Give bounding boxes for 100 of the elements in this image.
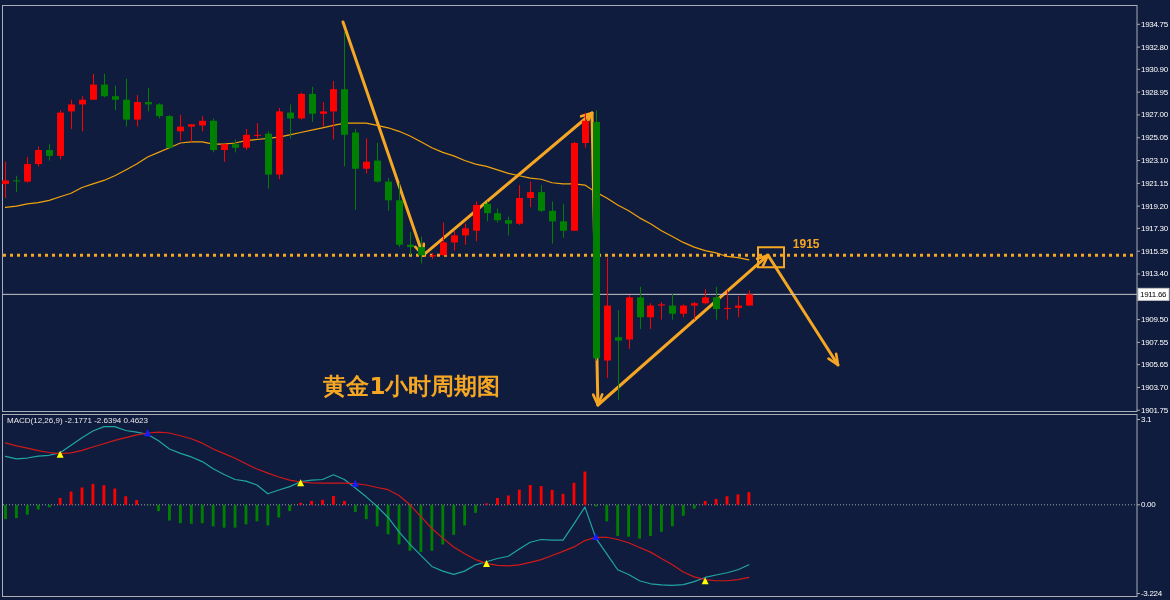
bar [627, 504, 631, 537]
bar [353, 504, 357, 512]
bar [168, 504, 171, 521]
bar [714, 499, 718, 505]
bar [113, 488, 117, 505]
candlestick [440, 222, 447, 256]
bar [605, 504, 609, 522]
candlestick [385, 177, 392, 212]
y-tick-label: 1905.65 [1141, 360, 1169, 370]
candlestick [101, 73, 108, 98]
bar [211, 504, 215, 527]
candlestick [505, 216, 512, 236]
bar [25, 504, 29, 515]
y-tick-label: -3.224 [1141, 589, 1163, 599]
y-tick-label: 1930.90 [1141, 64, 1169, 74]
bar [124, 496, 128, 505]
candlestick [560, 203, 567, 239]
candlestick [527, 181, 534, 208]
chart-title: MACD(12,26,9) -2.1771 -2.6394 0.4623 [7, 416, 149, 425]
candlestick [724, 289, 731, 321]
bar [703, 500, 707, 505]
point [592, 532, 600, 540]
bar [222, 504, 226, 528]
bar [375, 504, 379, 527]
point [483, 559, 490, 567]
bar [364, 504, 368, 520]
bar [670, 504, 674, 527]
candlestick [363, 137, 370, 174]
bar [36, 504, 40, 510]
candlestick [484, 200, 491, 222]
y-tick-label: 1928.95 [1141, 87, 1169, 97]
candlestick [123, 78, 130, 128]
y-tick-label: 3.1 [1141, 415, 1153, 424]
candlestick [13, 175, 20, 193]
point [144, 429, 152, 437]
y-tick-label: 1915.35 [1141, 246, 1169, 256]
candlestick [90, 73, 97, 101]
bar [332, 496, 335, 505]
point [351, 479, 359, 487]
candlestick [254, 122, 261, 139]
point [56, 450, 64, 458]
bar [474, 504, 477, 513]
bar [517, 489, 521, 505]
candlestick [418, 236, 425, 264]
candlestick [615, 309, 622, 401]
bar [135, 500, 139, 505]
bar [463, 504, 467, 526]
bar [200, 504, 204, 524]
bar [14, 504, 18, 519]
bar [506, 495, 510, 505]
candlestick [320, 101, 327, 128]
bar [266, 504, 270, 526]
y-tick-label: 1909.50 [1141, 315, 1169, 325]
bar [616, 504, 620, 536]
bar [638, 504, 641, 539]
bar [178, 504, 182, 524]
ref-line-label: 1911.66 [1140, 289, 1168, 299]
text: 黄金1小时周期图 [322, 373, 501, 399]
candlestick [35, 146, 42, 167]
bar [419, 504, 423, 553]
bar [255, 504, 259, 522]
candlestick [669, 293, 676, 321]
candlestick [68, 99, 75, 130]
bar [342, 500, 346, 505]
candlestick [647, 302, 654, 330]
bar [310, 500, 313, 505]
candlestick [637, 286, 644, 330]
bar [660, 504, 663, 532]
y-tick-label: 1901.75 [1141, 405, 1169, 415]
bar [58, 497, 62, 505]
bar [430, 504, 434, 551]
candlestick [2, 161, 9, 199]
candlestick [134, 94, 141, 128]
bar [539, 486, 543, 505]
y-tick-label: 1921.15 [1141, 178, 1169, 188]
candlestick [549, 200, 556, 245]
candlestick [582, 112, 589, 149]
bar [747, 492, 751, 505]
y-tick-label: 1907.55 [1141, 337, 1169, 347]
bar [452, 504, 456, 535]
bar [649, 504, 652, 536]
candlestick [243, 128, 250, 151]
y-tick-label: 1925.05 [1141, 133, 1169, 143]
bar [550, 489, 554, 505]
bar [288, 504, 292, 512]
bar [189, 504, 193, 524]
bar [692, 504, 696, 509]
bar [441, 504, 445, 545]
y-tick-label: 1923.10 [1141, 156, 1169, 166]
candlestick [330, 80, 337, 140]
y-tick-label: 1927.00 [1141, 110, 1169, 120]
bar [583, 471, 587, 505]
annotation: 1915 [792, 237, 820, 252]
bar [681, 504, 685, 516]
bar [277, 504, 281, 518]
y-tick-label: 1917.30 [1141, 223, 1169, 233]
bar [102, 485, 106, 505]
candlestick [462, 223, 469, 246]
bar [157, 504, 160, 512]
candlestick [112, 85, 119, 111]
